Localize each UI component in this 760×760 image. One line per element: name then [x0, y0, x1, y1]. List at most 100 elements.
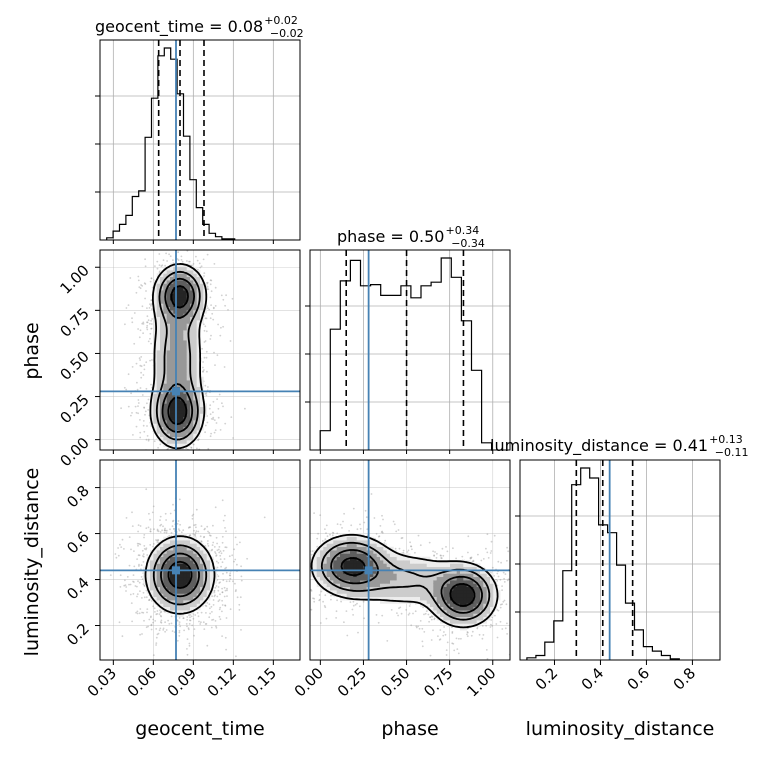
scatter-point: [179, 248, 181, 250]
scatter-point: [472, 560, 475, 563]
density-cell: [176, 330, 181, 334]
density-cell: [156, 550, 161, 554]
density-cell: [180, 393, 184, 398]
scatter-point: [455, 637, 458, 640]
scatter-point: [218, 582, 221, 584]
density-cell: [156, 576, 161, 581]
density-cell: [186, 346, 191, 351]
scatter-point: [481, 637, 484, 640]
scatter-point: [137, 402, 140, 404]
density-cell: [180, 280, 184, 284]
scatter-point: [160, 610, 163, 613]
density-cell: [166, 316, 171, 321]
density-cell: [180, 343, 184, 348]
scatter-point: [126, 576, 129, 578]
density-cell: [156, 593, 161, 598]
scatter-point: [178, 623, 181, 625]
contour-geocent_time-vs-phase-1: [155, 270, 201, 441]
scatter-point: [150, 342, 153, 345]
scatter-point: [155, 636, 158, 639]
scatter-point: [487, 557, 490, 559]
scatter-point: [212, 524, 214, 527]
scatter-point: [132, 574, 135, 576]
scatter-point: [224, 514, 226, 517]
density-cell: [193, 380, 198, 384]
scatter-point: [156, 610, 159, 612]
density-cell: [150, 580, 154, 584]
scatter-point: [377, 535, 380, 538]
density-cell: [153, 386, 158, 391]
scatter-point: [220, 326, 222, 329]
scatter-point: [212, 245, 214, 247]
density-cell: [166, 343, 171, 348]
scatter-point: [324, 528, 326, 530]
density-cell: [153, 410, 158, 414]
scatter-point: [138, 357, 141, 360]
density-cell: [183, 360, 188, 364]
scatter-point: [305, 592, 307, 594]
scatter-point: [157, 530, 160, 533]
density-cell: [213, 566, 218, 571]
scatter-point: [200, 540, 203, 543]
density-cell: [190, 596, 194, 601]
density-cell: [170, 270, 174, 274]
scatter-point: [150, 303, 153, 306]
scatter-point: [138, 554, 141, 557]
density-cell: [160, 586, 164, 591]
density-cell: [160, 370, 164, 374]
scatter-point: [173, 509, 176, 512]
density-cell: [166, 580, 171, 584]
scatter-point: [146, 321, 148, 324]
density-cell: [190, 423, 194, 428]
scatter-point: [234, 582, 236, 585]
density-cell: [190, 296, 194, 301]
scatter-point: [153, 440, 156, 443]
scatter-point: [120, 407, 122, 410]
density-cell: [160, 550, 164, 554]
density-cell: [153, 570, 158, 574]
density-cell: [176, 293, 181, 298]
scatter-point: [377, 621, 380, 624]
density-cell: [196, 426, 201, 431]
scatter-point: [203, 341, 206, 343]
density-cell: [193, 553, 198, 558]
density-cell: [170, 350, 174, 354]
density-cell: [196, 596, 201, 601]
density-cell: [163, 333, 168, 338]
scatter-point: [198, 620, 200, 623]
density-cell: [163, 400, 168, 404]
density-cell: [163, 273, 168, 278]
scatter-point: [192, 443, 195, 446]
scatter-point: [244, 407, 246, 410]
scatter-point: [143, 406, 146, 409]
density-cell: [163, 563, 168, 568]
scatter-point: [223, 558, 226, 560]
scatter-point: [512, 610, 514, 612]
scatter-point: [209, 296, 212, 299]
scatter-point: [142, 561, 145, 563]
scatter-point: [236, 596, 239, 599]
scatter-point: [119, 574, 122, 577]
scatter-point: [302, 561, 304, 563]
density-cell: [210, 583, 214, 588]
density-cell: [160, 346, 164, 351]
density-cell: [180, 590, 184, 594]
density-cell: [156, 320, 161, 324]
density-cell: [183, 443, 188, 448]
density-cell: [183, 610, 188, 614]
density-cell: [196, 376, 201, 381]
density-cell: [180, 303, 184, 308]
scatter-point: [200, 525, 203, 527]
scatter-point: [205, 605, 208, 607]
scatter-point: [148, 245, 150, 247]
scatter-point: [131, 620, 134, 623]
density-cell: [206, 573, 211, 578]
scatter-point: [221, 402, 223, 405]
density-cell: [186, 303, 191, 308]
density-cell: [166, 380, 171, 384]
hist-line-geocent_time: [106, 47, 236, 240]
density-cell: [170, 393, 174, 398]
scatter-point: [189, 534, 192, 536]
density-cell: [186, 300, 191, 304]
